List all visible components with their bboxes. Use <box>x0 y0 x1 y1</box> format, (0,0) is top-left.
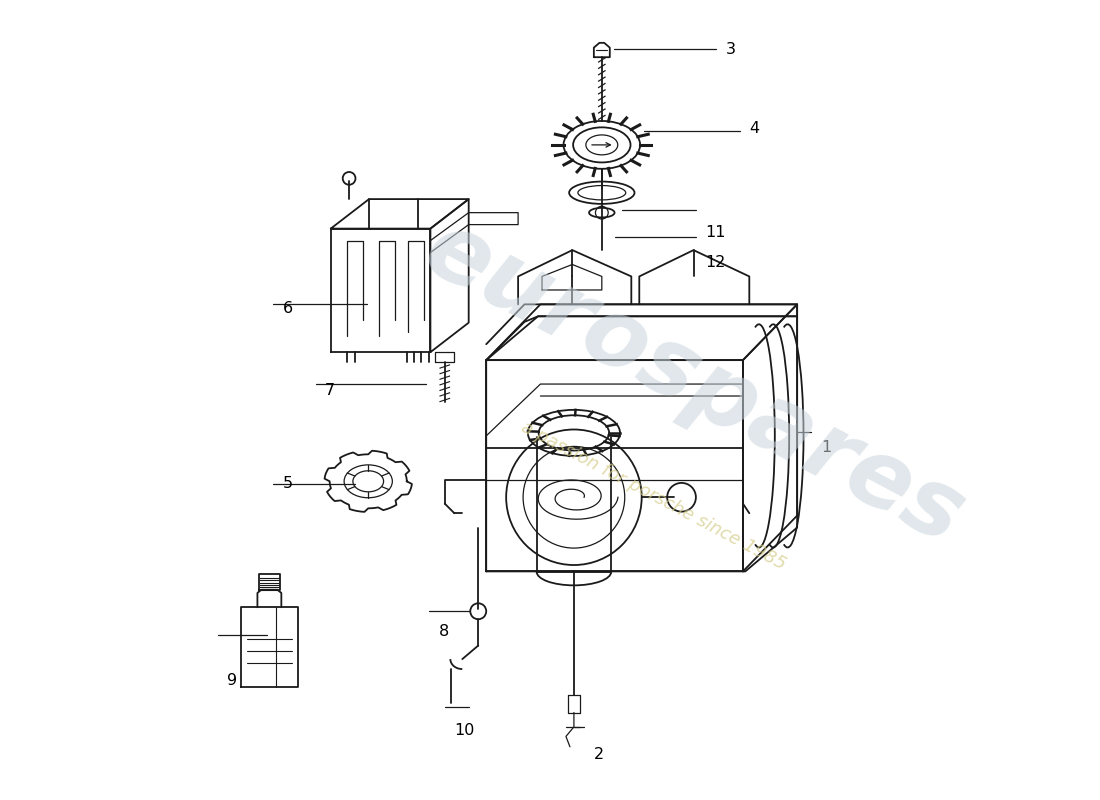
Text: 1: 1 <box>821 440 832 455</box>
Text: eurospares: eurospares <box>408 203 979 565</box>
Text: 3: 3 <box>725 42 736 57</box>
Text: a passion for porsche since 1985: a passion for porsche since 1985 <box>518 418 789 574</box>
Text: 6: 6 <box>283 301 293 316</box>
Text: 8: 8 <box>439 624 449 638</box>
Text: 11: 11 <box>705 225 726 240</box>
Text: 4: 4 <box>749 122 759 137</box>
Text: 7: 7 <box>326 383 336 398</box>
Text: 9: 9 <box>227 673 238 688</box>
Text: 2: 2 <box>594 747 604 762</box>
Text: 5: 5 <box>283 476 293 491</box>
Text: 12: 12 <box>705 254 726 270</box>
Text: 10: 10 <box>454 723 475 738</box>
